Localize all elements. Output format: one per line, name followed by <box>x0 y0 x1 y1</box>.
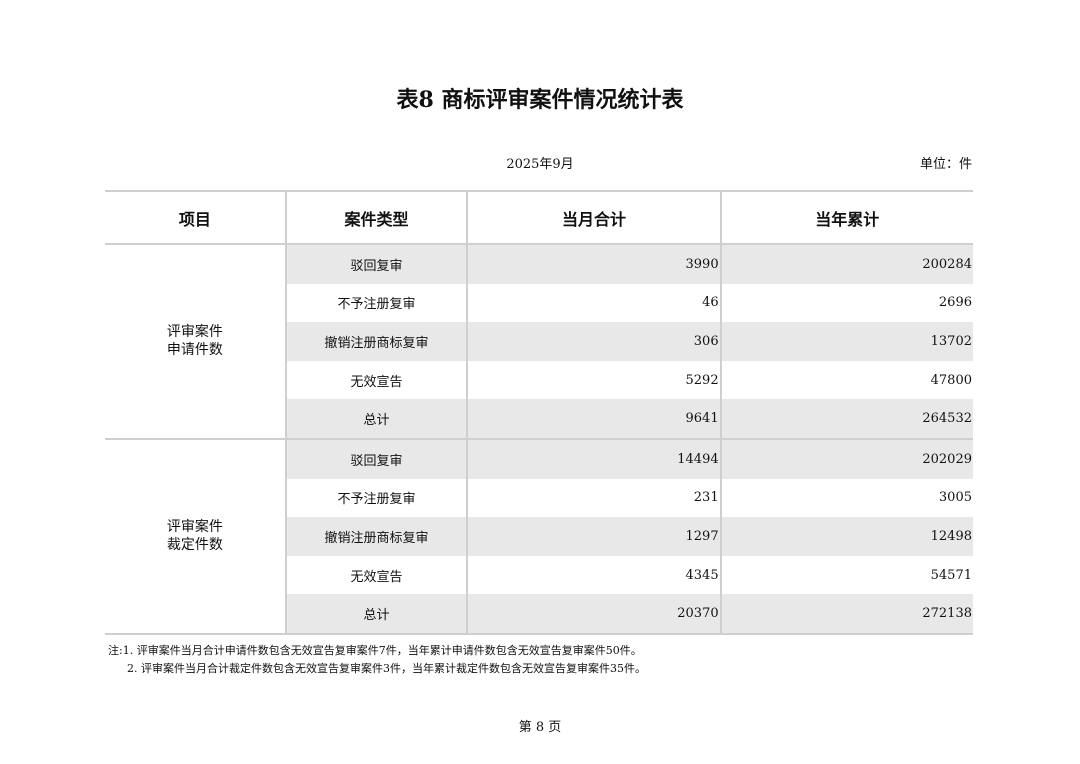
case-type-cell: 总计 <box>284 594 468 635</box>
table-row: 总计 9641 264532 <box>105 399 973 440</box>
table-row: 评审案件 申请件数 驳回复审 3990 200284 <box>105 244 973 440</box>
header-year-total: 当年累计 <box>719 190 973 245</box>
footnote: 注:1. 评审案件当月合计申请件数包含无效宣告复审案件7件，当年累计申请件数包含… <box>108 644 642 657</box>
case-type-cell: 撤销注册商标复审 <box>284 517 468 556</box>
table-row: 总计 20370 272138 <box>105 594 973 635</box>
group-label-line: 裁定件数 <box>166 537 223 554</box>
statistics-table: 项目 案件类型 当月合计 当年累计 评审案件 申请件数 驳回复审 3990 200284… <box>105 190 973 635</box>
case-type-cell: 驳回复审 <box>284 244 468 284</box>
footnotes: 注:1. 评审案件当月合计申请件数包含无效宣告复审案件7件，当年累计申请件数包含… <box>108 642 646 678</box>
year-total-cell: 47800 <box>719 360 973 400</box>
year-total-cell: 12498 <box>719 517 973 556</box>
month-total-cell: 5292 <box>466 360 721 400</box>
unit-label: 单位：件 <box>919 157 972 172</box>
case-type-cell: 无效宣告 <box>284 555 468 595</box>
month-total-cell: 9641 <box>466 399 721 440</box>
month-total-cell: 20370 <box>466 594 721 635</box>
header-row: 项目 案件类型 当月合计 当年累计 <box>105 190 973 245</box>
group-label-line: 评审案件 <box>166 324 223 341</box>
month-total-cell: 3990 <box>466 244 721 284</box>
case-type-cell: 无效宣告 <box>284 360 468 400</box>
header-item: 项目 <box>105 190 286 245</box>
report-date: 2025年9月 <box>506 157 574 172</box>
table-row: 不予注册复审 46 2696 <box>105 283 973 323</box>
header-case-type: 案件类型 <box>284 190 468 245</box>
year-total-cell: 272138 <box>719 594 973 635</box>
group-label: 评审案件 裁定件数 <box>105 438 286 635</box>
year-total-cell: 13702 <box>719 322 973 361</box>
table-row: 不予注册复审 231 3005 <box>105 478 973 518</box>
table-row: 无效宣告 5292 47800 <box>105 360 973 400</box>
group-label-line: 申请件数 <box>166 342 223 359</box>
month-total-cell: 231 <box>466 478 721 518</box>
month-total-cell: 306 <box>466 322 721 361</box>
footnote: 2. 评审案件当月合计裁定件数包含无效宣告复审案件3件，当年累计裁定件数包含无效… <box>127 662 646 675</box>
case-type-cell: 总计 <box>284 399 468 440</box>
month-total-cell: 4345 <box>466 555 721 595</box>
case-type-cell: 不予注册复审 <box>284 283 468 323</box>
year-total-cell: 54571 <box>719 555 973 595</box>
month-total-cell: 1297 <box>466 517 721 556</box>
group-label-line: 评审案件 <box>166 519 223 536</box>
table-row: 评审案件 裁定件数 驳回复审 14494 202029 <box>105 438 973 635</box>
table-row: 撤销注册商标复审 1297 12498 <box>105 517 973 556</box>
case-type-cell: 不予注册复审 <box>284 478 468 518</box>
month-total-cell: 46 <box>466 283 721 323</box>
table-row: 无效宣告 4345 54571 <box>105 555 973 595</box>
header-month-total: 当月合计 <box>466 190 721 245</box>
year-total-cell: 264532 <box>719 399 973 440</box>
year-total-cell: 202029 <box>719 438 973 479</box>
table-title: 表8 商标评审案件情况统计表 <box>396 87 684 113</box>
page-number: 第 8 页 <box>518 720 562 735</box>
case-type-cell: 撤销注册商标复审 <box>284 322 468 361</box>
year-total-cell: 2696 <box>719 283 973 323</box>
group-label: 评审案件 申请件数 <box>105 244 286 440</box>
month-total-cell: 14494 <box>466 438 721 479</box>
year-total-cell: 200284 <box>719 244 973 284</box>
case-type-cell: 驳回复审 <box>284 438 468 479</box>
table-row: 撤销注册商标复审 306 13702 <box>105 322 973 361</box>
year-total-cell: 3005 <box>719 478 973 518</box>
